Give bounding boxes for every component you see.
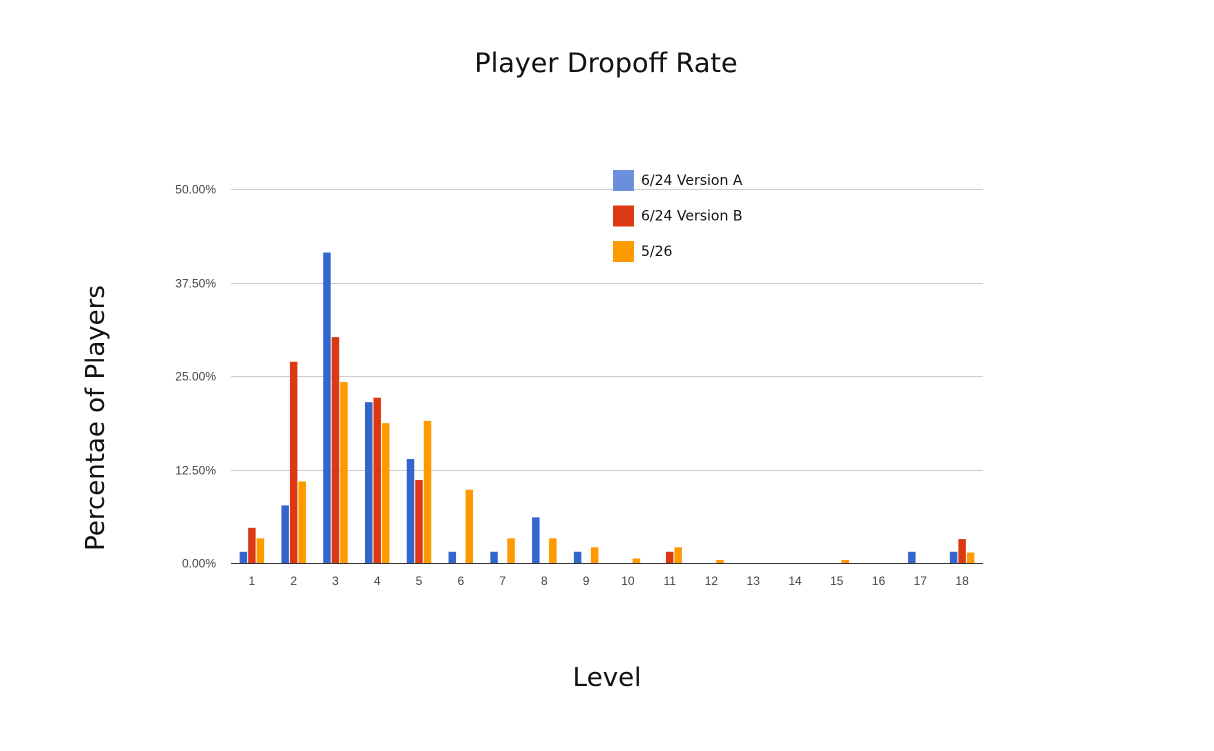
bar (465, 489, 474, 563)
bar (256, 538, 265, 563)
bar (289, 361, 298, 563)
bar (423, 420, 432, 563)
legend-label: 5/26 (641, 244, 673, 260)
bar (331, 337, 340, 563)
y-tick-label: 50.00% (175, 183, 216, 197)
x-tick-label: 7 (499, 574, 506, 588)
x-tick-label: 3 (332, 574, 339, 588)
legend: 6/24 Version A 6/24 Version B 5/26 (613, 170, 743, 262)
bar (415, 479, 423, 563)
x-tick-label: 9 (583, 574, 590, 588)
x-axis-title: Level (573, 663, 642, 693)
x-tick-label: 13 (747, 574, 761, 588)
legend-swatch (613, 241, 634, 262)
y-axis-ticks: 0.00% 12.50% 25.00% 37.50% 50.00% (175, 183, 216, 571)
bar (281, 505, 289, 563)
x-tick-label: 15 (830, 574, 844, 588)
bar (532, 517, 540, 563)
bar (298, 481, 306, 563)
legend-swatch (613, 170, 634, 191)
bar (323, 252, 331, 563)
x-tick-label: 5 (416, 574, 423, 588)
bar (665, 551, 674, 563)
bar (373, 397, 381, 563)
y-tick-label: 0.00% (182, 557, 216, 571)
x-tick-label: 18 (955, 574, 969, 588)
bar (549, 538, 557, 563)
bar (716, 560, 724, 563)
gridlines (231, 189, 983, 471)
bar (381, 423, 390, 563)
x-axis-ticks: 1 2 3 4 5 6 7 8 9 10 11 12 13 14 15 16 17 18 (249, 574, 970, 588)
x-tick-label: 12 (705, 574, 719, 588)
x-tick-label: 10 (621, 574, 635, 588)
bar (590, 547, 599, 563)
bar (841, 560, 850, 563)
bar (674, 547, 682, 563)
x-tick-label: 8 (541, 574, 548, 588)
bar (632, 558, 641, 563)
bar (239, 551, 248, 563)
legend-label: 6/24 Version A (641, 173, 743, 189)
legend-label: 6/24 Version B (641, 209, 742, 225)
chart-title: Player Dropoff Rate (474, 48, 737, 79)
bar (908, 551, 916, 563)
bar (966, 552, 975, 563)
legend-swatch (613, 205, 634, 227)
bar (406, 459, 415, 563)
bar (958, 539, 966, 563)
bar (949, 551, 958, 563)
bars (239, 252, 975, 563)
x-tick-label: 14 (788, 574, 802, 588)
y-tick-label: 25.00% (175, 370, 216, 384)
bar (490, 551, 498, 563)
bar (340, 381, 348, 563)
y-tick-label: 12.50% (175, 464, 216, 478)
x-tick-label: 16 (872, 574, 886, 588)
y-axis-title: Percentae of Players (81, 285, 111, 551)
x-tick-label: 4 (374, 574, 381, 588)
x-tick-label: 2 (290, 574, 297, 588)
x-tick-label: 11 (663, 574, 676, 588)
bar (248, 527, 256, 563)
bar (573, 551, 582, 563)
x-tick-label: 1 (249, 574, 256, 588)
y-tick-label: 37.50% (175, 277, 216, 291)
x-tick-label: 17 (914, 574, 928, 588)
bar (364, 402, 373, 563)
bar (507, 538, 515, 563)
bar (448, 551, 457, 563)
x-tick-label: 6 (457, 574, 464, 588)
